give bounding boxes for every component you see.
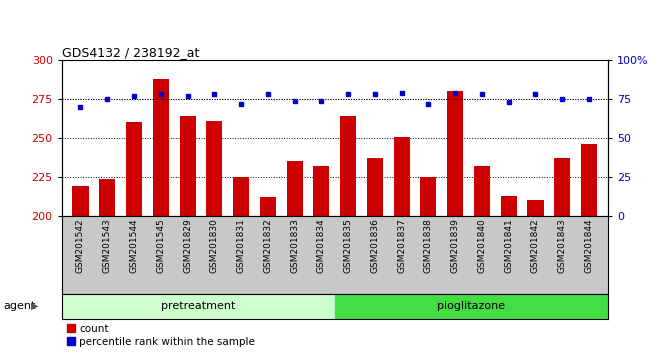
Text: GSM201832: GSM201832 (263, 218, 272, 273)
Text: GSM201842: GSM201842 (531, 218, 540, 273)
Text: GSM201838: GSM201838 (424, 218, 433, 273)
Bar (313, 166, 330, 216)
Bar (260, 197, 276, 216)
Text: GSM201829: GSM201829 (183, 218, 192, 273)
Text: GSM201835: GSM201835 (344, 218, 353, 273)
Text: GSM201834: GSM201834 (317, 218, 326, 273)
Text: GSM201840: GSM201840 (478, 218, 486, 273)
Text: ▶: ▶ (31, 301, 39, 311)
Text: GDS4132 / 238192_at: GDS4132 / 238192_at (62, 46, 199, 59)
Bar (500, 196, 517, 216)
Text: GSM201833: GSM201833 (290, 218, 299, 273)
Text: GSM201544: GSM201544 (129, 218, 138, 273)
Text: GSM201837: GSM201837 (397, 218, 406, 273)
Bar (581, 144, 597, 216)
Text: GSM201841: GSM201841 (504, 218, 514, 273)
Text: pretreatment: pretreatment (161, 301, 235, 311)
Text: agent: agent (3, 301, 36, 311)
Text: GSM201839: GSM201839 (450, 218, 460, 273)
Bar (62, 294, 335, 319)
Bar (126, 122, 142, 216)
Bar (447, 91, 463, 216)
Bar (335, 294, 608, 319)
Bar (421, 177, 436, 216)
Legend: count, percentile rank within the sample: count, percentile rank within the sample (67, 324, 255, 347)
Text: GSM201844: GSM201844 (584, 218, 593, 273)
Text: GSM201836: GSM201836 (370, 218, 380, 273)
Bar (367, 158, 383, 216)
Bar (394, 137, 410, 216)
Bar (527, 200, 543, 216)
Text: GSM201542: GSM201542 (76, 218, 85, 273)
Bar (287, 161, 303, 216)
Text: GSM201843: GSM201843 (558, 218, 567, 273)
Bar (474, 166, 490, 216)
Bar (340, 116, 356, 216)
Text: GSM201543: GSM201543 (103, 218, 112, 273)
Text: GSM201831: GSM201831 (237, 218, 246, 273)
Bar (179, 116, 196, 216)
Bar (72, 186, 88, 216)
Text: pioglitazone: pioglitazone (437, 301, 505, 311)
Bar (153, 79, 169, 216)
Bar (554, 158, 570, 216)
Bar (233, 177, 249, 216)
Text: GSM201830: GSM201830 (210, 218, 219, 273)
Bar (206, 121, 222, 216)
Text: GSM201545: GSM201545 (156, 218, 165, 273)
Bar (99, 178, 115, 216)
